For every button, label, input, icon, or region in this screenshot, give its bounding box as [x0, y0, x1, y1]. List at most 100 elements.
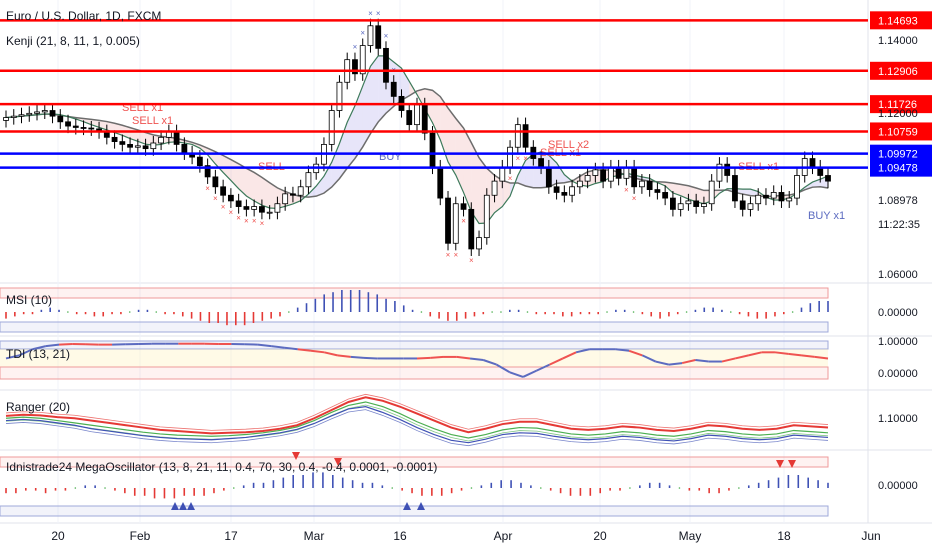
ma-cloud-segment [269, 182, 278, 209]
buy-cross-mark: × [360, 29, 365, 38]
tdi-line-segment [271, 345, 285, 349]
chart-title: Euro / U.S. Dollar, 1D, FXCM [6, 9, 161, 23]
tdi-line-segment [788, 352, 802, 357]
msi-bar [128, 311, 131, 313]
tdi-line-segment [297, 348, 312, 352]
ma-cloud-segment [665, 182, 673, 193]
msi-bar [791, 311, 794, 313]
candle-body [786, 197, 793, 202]
time-readout: 11:22:35 [878, 219, 920, 231]
candle-body [693, 200, 700, 207]
candle-body [576, 180, 583, 188]
candle-body [297, 186, 304, 196]
candle-body [662, 192, 669, 199]
buy-triangle-marker [179, 502, 187, 510]
level-price-label: 1.11726 [878, 99, 917, 111]
sell-cross-mark: × [446, 250, 451, 259]
tdi-line-segment [469, 357, 484, 361]
sell-cross-mark: × [624, 185, 629, 194]
candle-body [390, 81, 397, 97]
ma-cloud-segment [207, 148, 216, 164]
candle-body [794, 175, 800, 199]
buy-triangle-marker [417, 502, 425, 510]
level-price-tag [870, 122, 932, 141]
tdi-line-segment [32, 345, 47, 351]
mega-bar [104, 487, 106, 489]
sell-cross-mark: × [213, 194, 218, 203]
candle-body [460, 203, 467, 210]
ranger-series-line [5, 396, 829, 435]
x-tick: Apr [494, 529, 513, 543]
candle-body [367, 25, 374, 46]
candle-body [763, 194, 769, 199]
mega-oscillator-pane [0, 452, 829, 517]
sell-cross-mark: × [523, 154, 528, 163]
signal-label: SELL x1 [132, 115, 173, 127]
msi-bar [67, 311, 69, 313]
candle-body [352, 59, 358, 75]
candle-body [584, 175, 591, 182]
sell-cross-mark: × [236, 214, 241, 223]
tdi-label: TDI (13, 21) [6, 347, 70, 361]
candle-body [243, 206, 250, 210]
ma-cloud-segment [750, 189, 759, 197]
candle-body [739, 200, 746, 210]
sell-cross-mark: × [260, 219, 265, 228]
ma-cloud-segment [137, 129, 146, 145]
candle-body [701, 203, 707, 207]
msi-bar [155, 311, 158, 313]
msi-bar [491, 311, 493, 313]
mega-bar [470, 487, 473, 489]
tdi-line-segment [641, 354, 657, 363]
candle-body [507, 146, 513, 168]
candle-body [545, 166, 552, 188]
ma-cloud-segment [323, 162, 332, 194]
signal-label: SELL x2 [548, 139, 589, 151]
level-price-tag [870, 61, 932, 80]
candle-body [336, 81, 343, 111]
candle-body [127, 144, 133, 148]
candle-body [173, 131, 180, 145]
msi-bar [500, 311, 502, 313]
candle-body [553, 186, 560, 193]
candle-body [631, 166, 638, 188]
candle-body [646, 180, 653, 191]
candle-body [150, 142, 157, 150]
msi-bar [606, 311, 608, 313]
candle-body [607, 166, 614, 182]
mega-label: Idnistrade24 MegaOscillator (13, 8, 21, … [6, 460, 437, 474]
sell-triangle-marker [776, 460, 784, 468]
tdi-line-segment [774, 351, 789, 355]
candle-body [111, 136, 118, 142]
candle-body [514, 124, 521, 148]
msi-bar [288, 311, 290, 313]
msi-pane [0, 287, 829, 333]
candle-body [561, 192, 568, 196]
tdi-line-segment [814, 355, 829, 360]
candle-body [522, 124, 529, 148]
candle-body [654, 189, 661, 193]
candle-body [445, 197, 451, 244]
ma-cloud-segment [672, 183, 681, 196]
candle-body [57, 115, 64, 123]
level-lines: 1.14693 1.12906 1.11726 1.10759 1.09972 1.094… [0, 11, 932, 177]
msi-lower-band [0, 321, 829, 333]
candle-body [825, 175, 831, 182]
tdi-line-segment [562, 351, 577, 360]
level-price-tag [870, 95, 932, 114]
sell-cross-mark: × [508, 174, 513, 183]
candle-body [328, 110, 335, 145]
sell-cross-mark: × [205, 184, 210, 193]
sell-cross-mark: × [252, 216, 257, 225]
mega-bar [738, 487, 740, 489]
ma-cloud-segment [316, 176, 324, 197]
tdi-line-segment [18, 348, 33, 357]
level-price-label: 1.09972 [878, 149, 918, 161]
ma-cloud-segment [432, 90, 441, 140]
ranger-band-line [5, 393, 829, 431]
ranger-band-line [5, 409, 829, 447]
candle-body [406, 110, 413, 126]
candle-body [65, 121, 71, 127]
candle-body [18, 114, 25, 117]
fast-ma-line [5, 55, 829, 225]
